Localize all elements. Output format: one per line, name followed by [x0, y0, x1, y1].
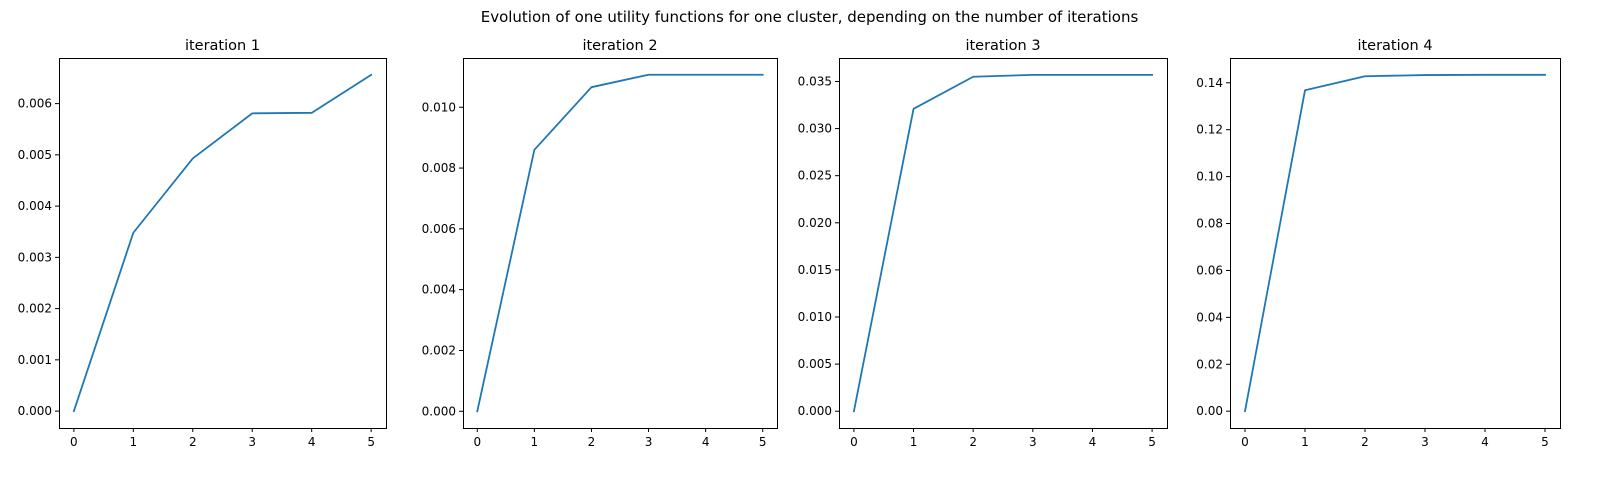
- y-tick-label: 0.000: [798, 404, 832, 418]
- x-tick-label: 1: [129, 435, 137, 449]
- y-tick-label: 0.004: [18, 199, 52, 213]
- y-tick-label: 0.04: [1196, 310, 1223, 324]
- y-tick-label: 0.06: [1196, 263, 1223, 277]
- y-tick-label: 0.010: [422, 100, 456, 114]
- y-tick-label: 0.015: [798, 263, 832, 277]
- x-tick-label: 4: [308, 435, 316, 449]
- series-line: [72, 73, 373, 413]
- x-tick-label: 1: [1301, 435, 1309, 449]
- subplots: iteration 10 1 2 3 4 50.0000.0010.0020.0030.0…: [18, 38, 1561, 449]
- x-tick-label: 0: [473, 435, 481, 449]
- y-tick-label: 0.002: [422, 343, 456, 357]
- x-tick-label: 3: [248, 435, 256, 449]
- y-tick-label: 0.00: [1196, 404, 1223, 418]
- x-tick-label: 5: [1541, 435, 1549, 449]
- x-tick-label: 2: [189, 435, 197, 449]
- y-tick-label: 0.005: [798, 357, 832, 371]
- y-tick-label: 0.002: [18, 302, 52, 316]
- subplot-title: iteration 4: [1357, 38, 1432, 54]
- axes-frame: [839, 58, 1168, 429]
- y-tick-label: 0.000: [422, 404, 456, 418]
- figure-suptitle: Evolution of one utility functions for o…: [481, 8, 1139, 26]
- subplot-title: iteration 2: [582, 38, 657, 54]
- y-tick-label: 0.010: [798, 310, 832, 324]
- y-tick-label: 0.02: [1196, 357, 1223, 371]
- series-line: [1243, 73, 1546, 413]
- y-tick-label: 0.004: [422, 283, 456, 297]
- x-tick-label: 3: [1029, 435, 1037, 449]
- x-tick-label: 1: [531, 435, 539, 449]
- y-tick-label: 0.035: [798, 74, 832, 88]
- x-tick-label: 2: [969, 435, 977, 449]
- y-tick-label: 0.008: [422, 161, 456, 175]
- x-tick-label: 4: [702, 435, 710, 449]
- series-line: [852, 73, 1153, 413]
- x-tick-label: 5: [1148, 435, 1156, 449]
- x-tick-label: 5: [367, 435, 375, 449]
- subplot-4: iteration 4 0 1 2 3 4 5 0.00 0.02 0.04 0.06 0.08 0.1…: [1196, 38, 1561, 449]
- x-tick-label: 1: [910, 435, 918, 449]
- x-tick-label: 0: [850, 435, 858, 449]
- x-tick-label: 4: [1089, 435, 1097, 449]
- subplot-1: iteration 1 0 1 2 3 4 5 0.000 0.001 0.002 0.003 0.0…: [18, 38, 387, 449]
- x-tick-label: 3: [1421, 435, 1429, 449]
- y-tick-label: 0.020: [798, 216, 832, 230]
- axes-frame: [463, 58, 778, 429]
- x-tick-label: 2: [588, 435, 596, 449]
- x-tick-label: 0: [1241, 435, 1249, 449]
- x-tick-label: 5: [759, 435, 767, 449]
- y-tick-label: 0.12: [1196, 123, 1223, 137]
- subplot-2: iteration 2 0 1 2 3 4 5 0.000 0.002 0.004 0.006 0.0…: [422, 38, 778, 449]
- y-tick-label: 0.005: [18, 148, 52, 162]
- x-tick-label: 0: [70, 435, 78, 449]
- subplot-title: iteration 1: [185, 38, 260, 54]
- y-tick-label: 0.006: [422, 222, 456, 236]
- y-tick-label: 0.001: [18, 353, 52, 367]
- y-tick-label: 0.14: [1196, 76, 1223, 90]
- subplot-3: iteration 3 0 1 2 3 4 5 0.000 0.005 0.010 0.015 0.0…: [798, 38, 1168, 449]
- axes-frame: [59, 58, 387, 429]
- subplot-title: iteration 3: [965, 38, 1040, 54]
- y-tick-label: 0.000: [18, 404, 52, 418]
- y-tick-label: 0.030: [798, 122, 832, 136]
- y-tick-label: 0.025: [798, 169, 832, 183]
- y-tick-label: 0.006: [18, 97, 52, 111]
- y-tick-label: 0.003: [18, 250, 52, 264]
- x-tick-label: 4: [1481, 435, 1489, 449]
- y-tick-label: 0.10: [1196, 170, 1223, 184]
- x-tick-label: 2: [1361, 435, 1369, 449]
- series-line: [476, 73, 764, 413]
- axes-frame: [1230, 58, 1561, 429]
- y-tick-label: 0.08: [1196, 217, 1223, 231]
- x-tick-label: 3: [645, 435, 653, 449]
